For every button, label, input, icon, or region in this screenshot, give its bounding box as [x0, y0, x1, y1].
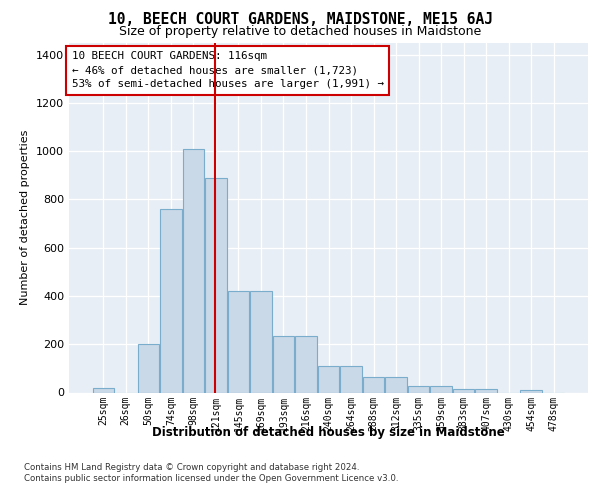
Bar	[408, 386, 429, 392]
Bar	[453, 389, 475, 392]
Bar	[520, 390, 542, 392]
Bar	[363, 377, 384, 392]
Text: Size of property relative to detached houses in Maidstone: Size of property relative to detached ho…	[119, 25, 481, 38]
Bar	[137, 344, 159, 393]
Bar	[475, 389, 497, 392]
Text: 10 BEECH COURT GARDENS: 116sqm
← 46% of detached houses are smaller (1,723)
53% : 10 BEECH COURT GARDENS: 116sqm ← 46% of …	[71, 52, 383, 90]
Bar	[250, 291, 272, 392]
Bar	[340, 366, 362, 392]
Bar	[295, 336, 317, 392]
Bar	[318, 366, 339, 392]
Bar	[205, 178, 227, 392]
Text: Contains HM Land Registry data © Crown copyright and database right 2024.: Contains HM Land Registry data © Crown c…	[24, 462, 359, 471]
Bar	[160, 209, 182, 392]
Bar	[228, 291, 249, 392]
Text: 10, BEECH COURT GARDENS, MAIDSTONE, ME15 6AJ: 10, BEECH COURT GARDENS, MAIDSTONE, ME15…	[107, 12, 493, 28]
Bar	[92, 388, 114, 392]
Bar	[273, 336, 294, 392]
Bar	[182, 148, 204, 392]
Text: Distribution of detached houses by size in Maidstone: Distribution of detached houses by size …	[152, 426, 505, 439]
Bar	[430, 386, 452, 392]
Bar	[385, 377, 407, 392]
Text: Contains public sector information licensed under the Open Government Licence v3: Contains public sector information licen…	[24, 474, 398, 483]
Y-axis label: Number of detached properties: Number of detached properties	[20, 130, 31, 305]
